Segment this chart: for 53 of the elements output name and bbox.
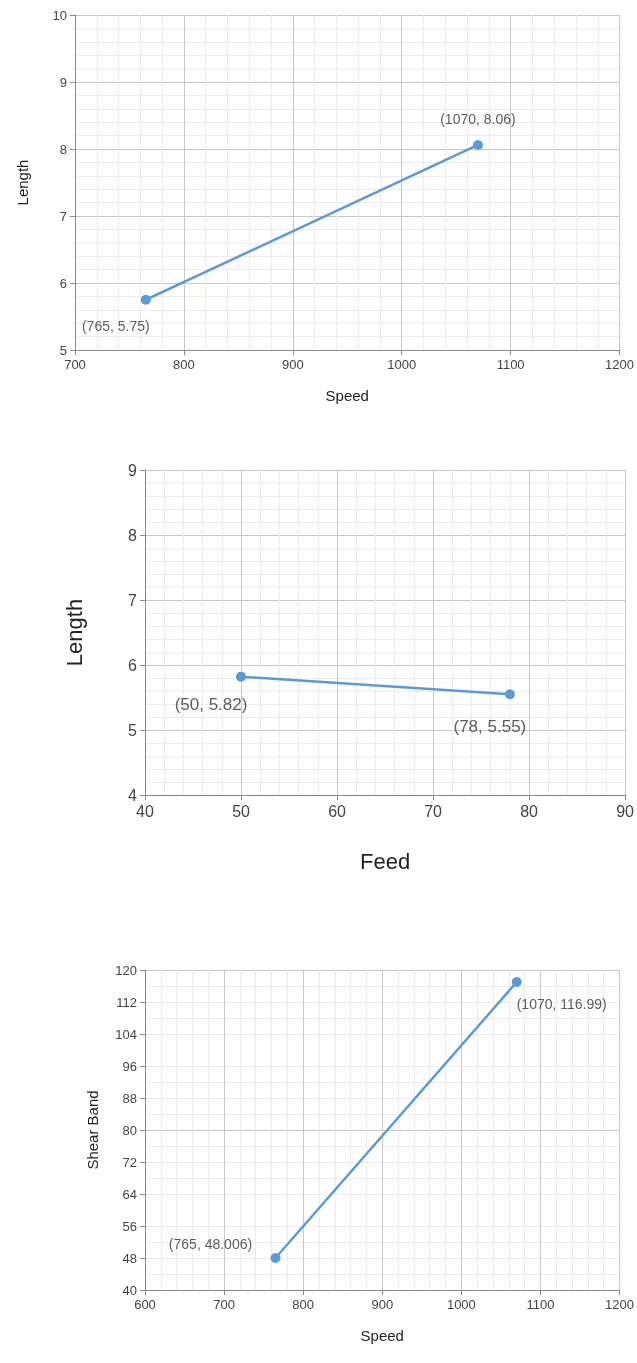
x-tick-label: 800	[292, 1297, 315, 1312]
annotation: (1070, 8.06)	[440, 110, 516, 127]
x-tick-label: 900	[281, 357, 304, 372]
y-tick-label: 7	[59, 208, 67, 224]
x-tick-label: 80	[520, 802, 539, 820]
y-tick-label: 96	[122, 1058, 137, 1074]
y-tick-label: 112	[116, 994, 137, 1010]
x-tick-label: 700	[64, 357, 86, 372]
x-tick-label: 1100	[526, 1297, 555, 1312]
y-tick-label: 120	[115, 962, 137, 978]
x-tick-label: 50	[232, 802, 251, 820]
x-tick-label: 900	[371, 1297, 394, 1312]
y-axis-title: Length	[14, 159, 31, 206]
x-tick-label: 1200	[605, 1297, 634, 1312]
annotation: (765, 48.006)	[168, 1235, 253, 1252]
x-tick-label: 70	[424, 802, 443, 820]
y-tick-label: 64	[122, 1186, 137, 1202]
y-tick-label: 88	[122, 1090, 137, 1106]
x-tick-label: 90	[616, 802, 635, 820]
y-tick-label: 9	[59, 74, 67, 90]
y-tick-label: 104	[115, 1026, 137, 1042]
y-axis-title: Length	[61, 598, 87, 667]
x-tick-label: 800	[173, 357, 195, 372]
x-tick-label: 1200	[605, 357, 634, 372]
x-axis-title: Speed	[360, 1327, 404, 1344]
y-tick-label: 6	[59, 275, 67, 291]
annotation: (50, 5.82)	[174, 695, 248, 715]
y-tick-label: 4	[128, 786, 138, 804]
y-tick-label: 80	[122, 1122, 137, 1138]
annotation: (1070, 116.99)	[516, 996, 607, 1013]
x-tick-label: 60	[328, 802, 347, 820]
annotation: (78, 5.55)	[453, 716, 527, 736]
y-tick-label: 48	[122, 1250, 137, 1266]
y-tick-label: 8	[128, 526, 138, 544]
y-tick-label: 5	[59, 342, 67, 358]
y-tick-label: 72	[122, 1154, 137, 1170]
x-tick-label: 1000	[387, 357, 417, 372]
x-axis-title: Speed	[325, 387, 369, 404]
x-tick-label: 700	[213, 1297, 235, 1312]
x-axis-title: Feed	[359, 848, 411, 874]
y-tick-label: 7	[128, 591, 138, 609]
annotation: (765, 5.75)	[81, 317, 150, 334]
x-tick-label: 1000	[446, 1297, 476, 1312]
y-tick-label: 40	[122, 1282, 137, 1298]
y-tick-label: 8	[59, 141, 67, 157]
y-tick-label: 9	[128, 461, 138, 479]
y-tick-label: 10	[52, 7, 67, 23]
y-tick-label: 56	[122, 1218, 137, 1234]
y-axis-title: Shear Band	[84, 1090, 101, 1170]
x-tick-label: 600	[134, 1297, 156, 1312]
y-tick-label: 6	[128, 656, 138, 674]
x-tick-label: 1100	[496, 357, 525, 372]
y-tick-label: 5	[128, 721, 138, 739]
